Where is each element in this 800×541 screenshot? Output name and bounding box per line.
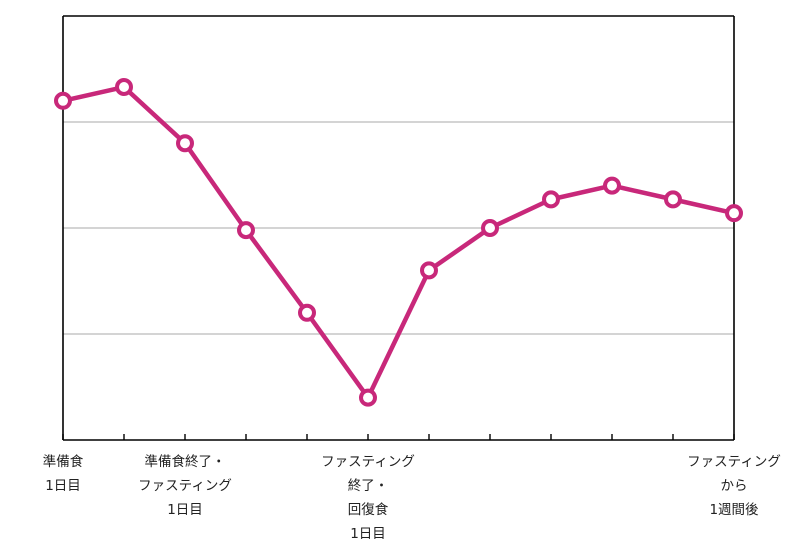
data-point — [420, 261, 438, 280]
data-point — [542, 190, 560, 209]
data-point — [664, 190, 682, 209]
data-point — [725, 204, 743, 223]
x-tick-label-line: 準備食 — [43, 453, 84, 470]
x-tick-label-line: 準備食終了・ — [145, 453, 226, 470]
grid-lines — [63, 121, 734, 335]
chart-axes — [62, 15, 735, 441]
x-tick-label-line: ファスティング — [321, 454, 415, 470]
series-line — [60, 84, 737, 400]
x-tick-label-line: ファスティング — [138, 478, 232, 494]
data-point — [176, 134, 194, 153]
data-series — [54, 78, 743, 407]
data-point — [359, 388, 377, 407]
x-tick-label-line: 1日目 — [350, 526, 386, 541]
x-tick-label-line: から — [721, 478, 748, 494]
data-point — [115, 78, 133, 97]
x-tick-label: ファスティングから 1週間後 — [687, 454, 781, 518]
data-point — [603, 176, 621, 195]
x-tick-label-line: 1日目 — [167, 502, 203, 518]
x-tick-label-line: 1週間後 — [709, 502, 759, 518]
x-tick-label: 準備食終了・ファスティング 1日目 — [138, 453, 232, 518]
data-point — [481, 219, 499, 237]
data-point — [298, 303, 316, 322]
x-tick-label: ファスティング終了・回復食 1日目 — [321, 454, 415, 541]
x-tick-label-line: ファスティング — [687, 454, 781, 470]
x-tick-label-line: 回復食 — [348, 501, 389, 518]
x-tick-label: 準備食 1日目 — [43, 453, 84, 494]
x-tick-label-line: 終了・ — [348, 478, 389, 494]
x-tick-label-line: 1日目 — [45, 478, 81, 494]
data-point — [237, 221, 255, 240]
data-point — [54, 91, 72, 110]
x-axis-ticks — [62, 434, 735, 440]
